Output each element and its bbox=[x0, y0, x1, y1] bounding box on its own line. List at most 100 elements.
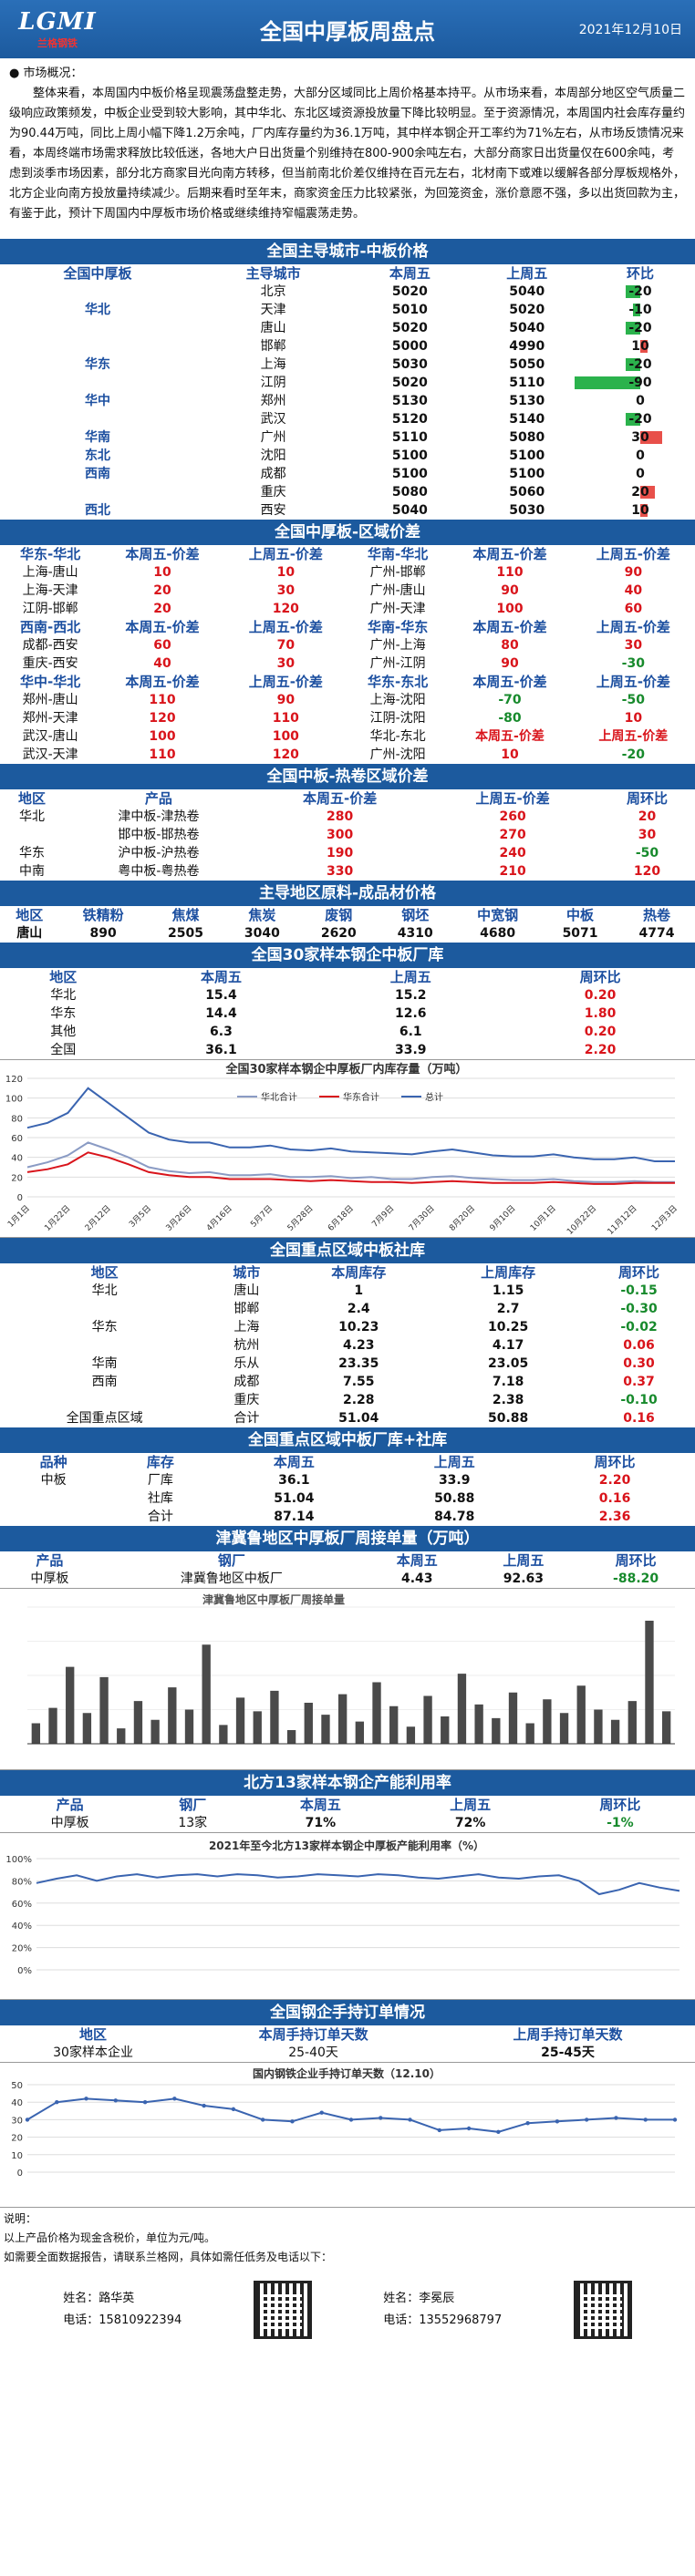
capacity-line-chart: 2021年至今北方13家样本钢企中厚板产能利用率（%） 0% 20% 40% 60% 80… bbox=[5, 1839, 680, 1976]
data-point bbox=[555, 2119, 560, 2124]
table-cell: 33.9 bbox=[438, 1473, 471, 1488]
spread-cell: 10 bbox=[276, 565, 296, 580]
spread-cell: 40 bbox=[153, 656, 171, 671]
bar bbox=[99, 1676, 109, 1744]
column-header: 上周五-价差 bbox=[596, 546, 670, 562]
region-cell: 华南 bbox=[84, 430, 110, 445]
orders-chart: 津冀鲁地区中厚板厂周接单量 bbox=[0, 1588, 695, 1770]
column-header: 全国中厚板 bbox=[63, 265, 132, 282]
spread-cell: -80 bbox=[498, 711, 522, 726]
column-header: 品种 bbox=[39, 1454, 67, 1470]
logo-subtext: 兰格钢铁 bbox=[37, 37, 78, 49]
x-tick-label: 4月16日 bbox=[204, 1203, 234, 1233]
price-cell: 4990 bbox=[509, 339, 545, 354]
table-cell: 全国重点区域 bbox=[66, 1411, 143, 1426]
price-cell: 5020 bbox=[391, 376, 428, 390]
table-row: 华北 15.4 15.2 0.20 bbox=[0, 986, 695, 1005]
table-cell: 14.4 bbox=[205, 1006, 237, 1021]
table-header: 地区 铁精粉 焦煤 焦炭 废钢 钢坯 中宽钢 中板 热卷 bbox=[0, 906, 695, 924]
y-tick-label: 0 bbox=[17, 1193, 23, 1203]
spread-cell: 广州-江阴 bbox=[369, 656, 426, 671]
table-row: 唐山 890 2505 3040 2620 4310 4680 5071 4774 bbox=[0, 924, 695, 943]
x-tick-label: 11月12日 bbox=[606, 1203, 639, 1237]
column-header: 上周五 bbox=[450, 1797, 492, 1813]
table-row: 东北 沈阳 5100 5100 0 bbox=[0, 447, 695, 465]
table-row: 中南 粤中板-粤热卷 330 210 120 bbox=[0, 862, 695, 881]
qr-code-icon[interactable] bbox=[253, 2281, 312, 2339]
change-cell: -20 bbox=[586, 410, 695, 428]
table-row: 全国重点区域 合计 51.04 50.88 0.16 bbox=[0, 1409, 695, 1427]
qr-code-icon[interactable] bbox=[573, 2281, 632, 2339]
table-header: 产品 钢厂 本周五 上周五 周环比 bbox=[0, 1551, 695, 1570]
column-header: 上周五 bbox=[433, 1454, 475, 1470]
table-row: 北京 5020 5040 -20 bbox=[0, 283, 695, 301]
table-row: 江阴 5020 5110 -90 bbox=[0, 374, 695, 392]
spread-cell: 武汉-天津 bbox=[22, 747, 78, 762]
bar bbox=[150, 1719, 160, 1744]
spread-cell: 120 bbox=[149, 711, 176, 726]
y-tick-label: 60 bbox=[11, 1134, 23, 1144]
column-header: 中板 bbox=[566, 907, 595, 923]
change-bar bbox=[626, 322, 640, 335]
y-tick-label: 120 bbox=[5, 1075, 23, 1085]
table-cell: 华北 bbox=[91, 1283, 118, 1298]
change-cell: 10 bbox=[586, 501, 695, 520]
section-title-total-stock: 全国重点区域中板厂库+社库 bbox=[0, 1427, 695, 1453]
bar bbox=[270, 1690, 279, 1744]
contact-1-name: 姓名：路华英 bbox=[63, 2292, 135, 2305]
change-cell: 30 bbox=[586, 428, 695, 447]
section-title-orders: 津冀鲁地区中厚板厂周接单量（万吨） bbox=[0, 1526, 695, 1551]
change-value: 10 bbox=[631, 339, 649, 354]
table-cell: 7.55 bbox=[342, 1375, 375, 1389]
table-row: 中厚板 津冀鲁地区中板厂 4.43 92.63 -88.20 bbox=[0, 1570, 695, 1588]
bar bbox=[594, 1709, 603, 1744]
price-cell: 5050 bbox=[509, 357, 545, 372]
spread-cell: 90 bbox=[276, 693, 296, 707]
table-cell: 36.1 bbox=[205, 1043, 237, 1057]
change-cell: -90 bbox=[575, 374, 695, 392]
overview-text: 整体来看，本周国内中板价格呈现震荡盘整走势，大部分区域同比上周价格基本持平。从市… bbox=[9, 87, 686, 221]
data-point bbox=[142, 2100, 148, 2105]
column-header: 地区 bbox=[18, 790, 47, 807]
price-cell: 5130 bbox=[391, 394, 428, 408]
backlog-chart: 国内钢铁企业手持订单天数（12.10） 0 10 20 30 40 50 bbox=[0, 2062, 695, 2208]
spread-cell: 10 bbox=[153, 565, 171, 580]
change-bar bbox=[626, 285, 640, 298]
region-cell: 华东 bbox=[84, 357, 110, 372]
x-tick-label: 9月10日 bbox=[488, 1203, 518, 1233]
column-header: 上周五-价差 bbox=[248, 546, 323, 562]
table-cell: 13家 bbox=[178, 1816, 208, 1830]
region-cell bbox=[0, 283, 195, 301]
x-tick-label: 5月7日 bbox=[249, 1203, 275, 1230]
table-cell: 25-45天 bbox=[541, 2045, 595, 2060]
data-point bbox=[231, 2107, 236, 2112]
table-cell bbox=[0, 1508, 107, 1526]
y-tick-label: 50 bbox=[11, 2081, 23, 2091]
contact-2: 姓名：李冕辰 电话：13552968797 bbox=[383, 2288, 502, 2332]
x-tick-label: 7月30日 bbox=[407, 1203, 437, 1233]
change-cell: 10 bbox=[586, 337, 695, 355]
column-header: 本周五 bbox=[200, 969, 242, 985]
column-header: 上周五 bbox=[389, 969, 431, 985]
bar bbox=[661, 1711, 671, 1744]
change-bar bbox=[640, 431, 662, 444]
table-cell: 华北 bbox=[50, 988, 77, 1003]
bar bbox=[441, 1716, 450, 1744]
column-header: 华东-华北 bbox=[20, 546, 81, 562]
city-cell: 江阴 bbox=[260, 376, 286, 390]
table-row: 武汉 5120 5140 -20 bbox=[0, 410, 695, 428]
bar bbox=[168, 1687, 177, 1744]
spread-cell: 70 bbox=[276, 638, 296, 653]
spread-cell: 110 bbox=[496, 565, 524, 580]
table-row: 邯中板-邯热卷 300 270 30 bbox=[0, 826, 695, 844]
legend-label: 华东合计 bbox=[343, 1091, 379, 1103]
table-cell: 0.20 bbox=[584, 1025, 617, 1039]
table-cell: 3040 bbox=[244, 926, 280, 941]
price-cell: 5130 bbox=[509, 394, 545, 408]
table-cell: 沪中板-沪热卷 bbox=[118, 846, 200, 860]
table-cell: -0.02 bbox=[620, 1320, 658, 1334]
table-cell: 51.04 bbox=[338, 1411, 379, 1426]
table-cell: 270 bbox=[499, 828, 526, 842]
region-cell bbox=[0, 374, 195, 392]
orders-table: 产品 钢厂 本周五 上周五 周环比 中厚板 津冀鲁地区中板厂 4.43 92.63 -88.20 bbox=[0, 1551, 695, 1588]
